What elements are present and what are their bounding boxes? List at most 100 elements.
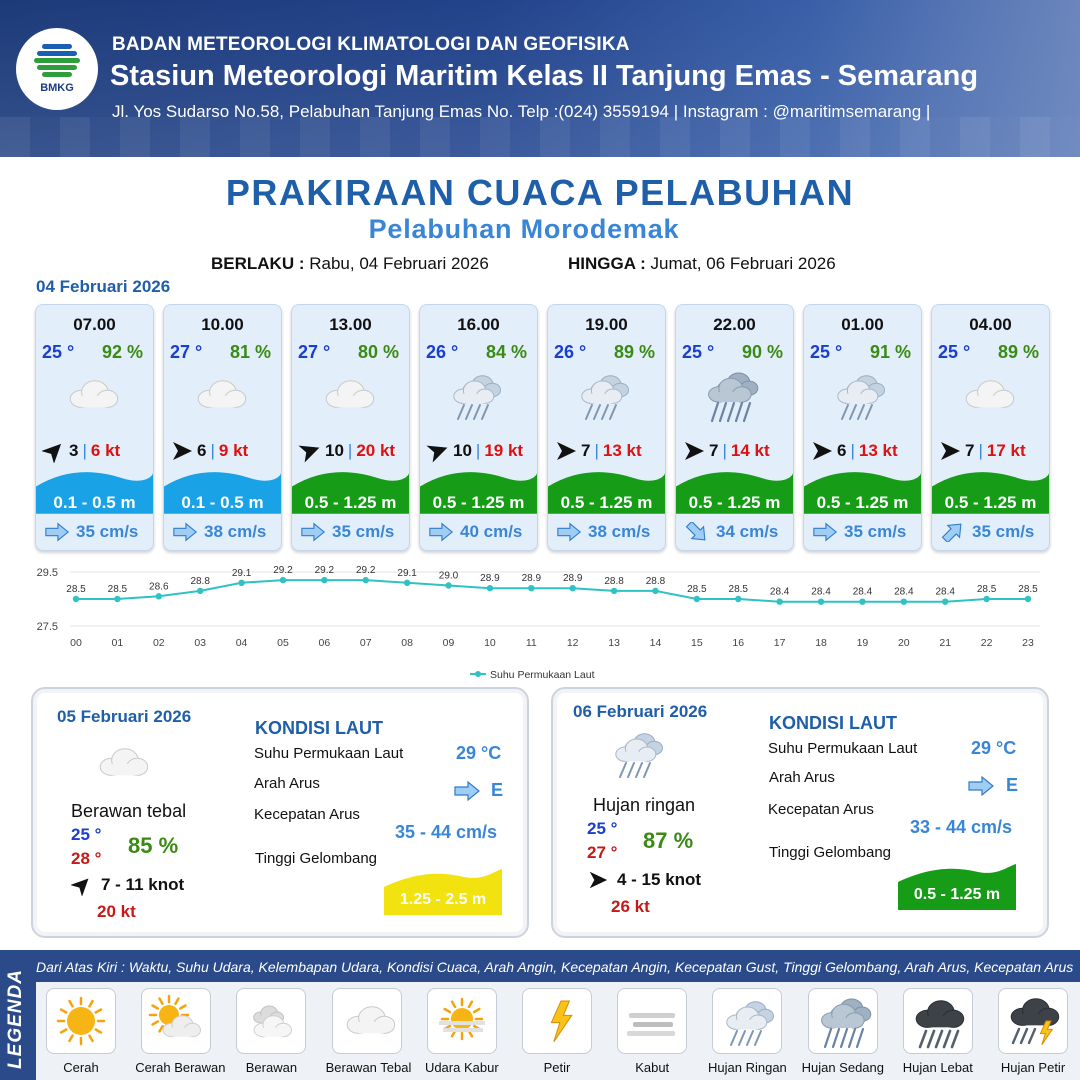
legend-title-text: LEGENDA <box>5 969 26 1069</box>
berawan-tebal-icon <box>61 367 131 431</box>
data-point <box>817 598 825 605</box>
data-point <box>942 598 949 605</box>
wave-height: 0.1 - 0.5 m <box>181 493 264 512</box>
x-tick-label: 13 <box>608 637 620 649</box>
current-speed: 35 cm/s <box>844 522 907 541</box>
x-tick-label: 04 <box>236 637 248 649</box>
legend-item-label: Hujan Ringan <box>708 1060 787 1075</box>
legend-marker <box>475 671 481 677</box>
data-point <box>155 593 162 600</box>
humidity: 91 % <box>869 342 911 362</box>
day-humidity: 87 % <box>643 828 694 853</box>
x-tick-label: 00 <box>70 637 82 649</box>
kabut-icon <box>617 988 688 1054</box>
hujan-sedang-icon <box>807 988 878 1054</box>
hujan-ringan-icon <box>607 725 677 789</box>
wind-row: 3 | 6 kt <box>42 439 149 463</box>
wind-row: 10 | 20 kt <box>298 439 405 463</box>
x-tick-label: 03 <box>194 637 206 649</box>
current-direction-icon <box>301 522 326 542</box>
wave-height-badge: 1.25 - 2.5 m <box>384 867 502 915</box>
header-background <box>0 0 1080 157</box>
wind-direction-icon <box>42 443 62 463</box>
day-gust: 20 kt <box>97 902 136 921</box>
hujan-lebat-icon <box>902 988 973 1054</box>
current-direction-icon <box>45 522 70 542</box>
day-temp-max: 27 ° <box>587 843 618 862</box>
data-label: 28.4 <box>935 587 955 598</box>
wave-height: 0.5 - 1.25 m <box>688 493 781 512</box>
current-direction-icon <box>813 522 838 542</box>
data-point <box>528 585 535 592</box>
berawan-tebal-icon <box>317 367 387 431</box>
data-point <box>652 587 659 595</box>
day-condition: Hujan ringan <box>593 795 696 815</box>
hujan-ringan-icon <box>712 988 783 1054</box>
humidity: 89 % <box>613 342 655 362</box>
legend-item: Berawan <box>230 988 312 1075</box>
data-point <box>321 576 328 584</box>
port-illustration <box>0 117 1080 157</box>
current-direction-icon <box>454 781 480 801</box>
wind-speed: 7 <box>581 441 591 460</box>
forecast-time: 19.00 <box>585 315 628 334</box>
valid-to-value: Jumat, 06 Februari 2026 <box>650 254 836 273</box>
gust-speed: 19 kt <box>484 441 524 460</box>
current-row: 34 cm/s <box>684 518 789 546</box>
berawan-icon <box>236 988 307 1054</box>
data-point <box>900 598 908 605</box>
data-label: 28.8 <box>646 576 666 587</box>
x-tick-label: 01 <box>112 637 124 649</box>
legend-item: Hujan Petir <box>992 988 1074 1075</box>
data-label: 28.8 <box>604 576 624 587</box>
valid-from-label: BERLAKU : <box>211 254 305 273</box>
humidity: 84 % <box>485 342 527 362</box>
hujan-ringan-icon <box>573 367 643 431</box>
gust-speed: 13 kt <box>858 441 898 460</box>
legend-description: Dari Atas Kiri : Waktu, Suhu Udara, Kele… <box>36 959 1074 975</box>
valid-to: HINGGA : Jumat, 06 Februari 2026 <box>568 254 836 274</box>
wave-height-label: Tinggi Gelombang <box>769 844 892 861</box>
wave-height-badge: 0.5 - 1.25 m <box>932 465 1049 515</box>
wind-direction-icon <box>557 442 576 460</box>
x-tick-label: 05 <box>277 637 289 649</box>
logo-waves-icon <box>34 44 80 78</box>
hujan-ringan-icon <box>445 367 515 431</box>
hujan-petir-icon <box>998 988 1068 1054</box>
wave-height-badge: 0.5 - 1.25 m <box>548 465 665 515</box>
air-temperature: 25 ° <box>810 342 843 362</box>
data-point <box>569 585 576 592</box>
x-tick-label: 22 <box>981 637 993 649</box>
wind-direction-icon <box>941 442 960 460</box>
x-tick-label: 20 <box>898 637 910 649</box>
wind-speed: 6 <box>837 441 847 460</box>
current-speed-value: 33 - 44 cm/s <box>910 817 1013 837</box>
logo-text: BMKG <box>40 82 74 94</box>
day-gust: 26 kt <box>611 897 650 916</box>
wind-direction-icon <box>298 445 320 463</box>
day-humidity: 85 % <box>128 833 179 858</box>
legend-item: Cerah Berawan <box>135 988 226 1075</box>
cerah-berawan-icon <box>141 988 212 1054</box>
forecast-card: 10.00 27 ° 81 % 6 | 9 kt 0.1 - 0.5 m 38 … <box>163 304 282 551</box>
wave-height-badge: 0.5 - 1.25 m <box>292 465 409 515</box>
data-point <box>72 595 80 603</box>
air-temperature: 25 ° <box>682 342 715 362</box>
day-wind: 4 - 15 knot <box>587 869 701 891</box>
air-temperature: 26 ° <box>426 342 459 362</box>
data-label: 29.2 <box>315 565 335 576</box>
humidity: 89 % <box>997 342 1039 362</box>
valid-to-label: HINGGA : <box>568 254 646 273</box>
wave-height: 0.5 - 1.25 m <box>944 493 1037 512</box>
forecast-card: 16.00 26 ° 84 % 10 | 19 kt 0.5 - 1.25 m … <box>419 304 538 551</box>
day-wind-speed: 4 - 15 knot <box>617 870 702 889</box>
wind-row: 7 | 17 kt <box>938 439 1045 463</box>
x-tick-label: 07 <box>360 637 372 649</box>
berawan-tebal-icon <box>957 367 1027 431</box>
data-point <box>693 595 701 603</box>
gust-speed: 6 kt <box>90 441 121 460</box>
current-direction-icon <box>685 522 706 541</box>
gust-speed: 13 kt <box>602 441 642 460</box>
current-row: 35 cm/s <box>812 518 917 546</box>
x-tick-label: 16 <box>732 637 744 649</box>
